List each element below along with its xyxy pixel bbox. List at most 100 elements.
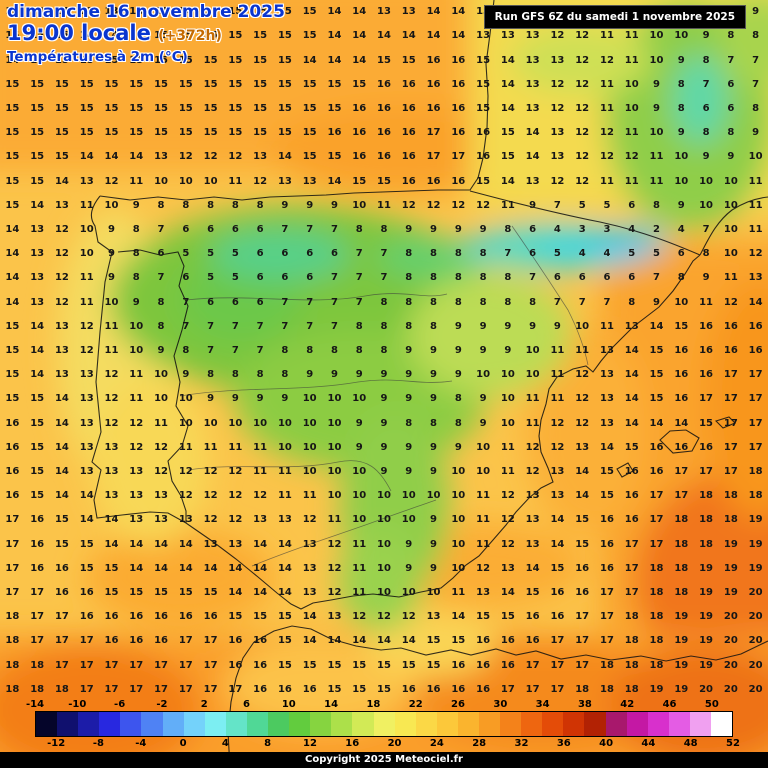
temp-value: 11 [129, 369, 144, 381]
temp-value: 6 [727, 78, 735, 90]
temp-value: 9 [330, 369, 338, 381]
temp-value: 14 [327, 30, 342, 42]
temp-value: 6 [603, 272, 611, 284]
colorbar-segment [584, 712, 606, 736]
colorbar-segment [626, 712, 648, 736]
temp-value: 17 [748, 417, 763, 429]
temp-value: 15 [30, 102, 45, 114]
colorbar-label: -4 [135, 738, 147, 749]
temp-value: 15 [327, 78, 342, 90]
temp-value: 15 [327, 102, 342, 114]
temp-value: 5 [231, 272, 239, 284]
temp-value: 17 [723, 441, 738, 453]
temp-value: 9 [430, 466, 438, 478]
temp-value: 11 [451, 587, 466, 599]
temp-value: 17 [5, 587, 20, 599]
colorbar-label: -14 [25, 699, 45, 710]
temp-value: 14 [54, 466, 69, 478]
temp-value: 5 [653, 248, 660, 260]
temp-value: 19 [674, 635, 689, 647]
temp-value: 15 [154, 127, 168, 139]
temp-value: 10 [327, 393, 342, 405]
temp-value: 13 [203, 538, 218, 550]
temp-value: 18 [674, 562, 689, 574]
temp-value: 12 [748, 248, 763, 260]
temp-value: 15 [228, 78, 243, 90]
temp-value: 7 [653, 272, 660, 284]
temp-value: 17 [723, 417, 738, 429]
temp-value: 15 [5, 320, 20, 332]
temp-value: 15 [5, 344, 20, 356]
temp-value: 11 [550, 393, 565, 405]
temp-value: 16 [253, 659, 268, 671]
temp-value: 17 [426, 151, 441, 163]
rivers [179, 225, 589, 567]
temp-value: 11 [649, 175, 664, 187]
temp-value: 16 [401, 683, 416, 695]
temp-value: 12 [575, 393, 590, 405]
temp-value: 14 [154, 562, 168, 574]
temp-value: 13 [476, 30, 491, 42]
temp-value: 8 [355, 223, 363, 235]
temp-value: 15 [253, 127, 268, 139]
temp-value: 15 [30, 175, 45, 187]
temp-value: 15 [129, 587, 144, 599]
temp-value: 6 [281, 248, 289, 260]
temp-value: 18 [5, 635, 20, 647]
colorbar-label: 42 [620, 699, 635, 710]
temp-value: 13 [54, 320, 69, 332]
temp-value: 10 [377, 514, 391, 526]
temp-value: 15 [426, 635, 441, 647]
temp-value: 16 [327, 127, 342, 139]
temp-value: 15 [277, 635, 292, 647]
temp-value: 15 [79, 538, 94, 550]
temp-value: 8 [752, 30, 760, 42]
temp-value: 13 [154, 514, 168, 526]
temp-value: 17 [674, 490, 689, 502]
temp-value: 9 [231, 393, 239, 405]
temp-value: 11 [600, 78, 614, 90]
temp-value: 11 [178, 441, 193, 453]
temp-value: 10 [302, 417, 317, 429]
temp-value: 5 [553, 248, 561, 260]
temp-value: 17 [600, 611, 614, 623]
temp-value: 16 [426, 54, 441, 66]
temp-value: 16 [451, 78, 466, 90]
temp-value: 17 [550, 683, 565, 695]
temp-value: 11 [575, 344, 590, 356]
temp-value: 16 [228, 659, 243, 671]
temp-value: 14 [104, 151, 119, 163]
temp-value: 18 [600, 683, 614, 695]
temp-value: 17 [674, 466, 689, 478]
temp-value: 14 [352, 54, 367, 66]
temp-value: 15 [129, 78, 144, 90]
menorca-island [714, 416, 736, 429]
temp-value: 13 [600, 344, 614, 356]
river-guadalquivir [251, 499, 437, 567]
temp-value: 6 [256, 296, 264, 308]
temp-value: 15 [302, 127, 317, 139]
temp-value: 14 [451, 611, 466, 623]
temp-value: 15 [377, 54, 391, 66]
temp-value: 9 [405, 562, 413, 574]
temp-value: 18 [699, 538, 714, 550]
temp-value: 15 [5, 30, 20, 42]
map-outlines [90, 0, 768, 768]
colorbar-segment [415, 712, 437, 736]
temp-value: 10 [277, 441, 292, 453]
mallorca-island [659, 429, 700, 454]
temp-value: 18 [649, 611, 664, 623]
temp-value: 2 [653, 223, 660, 235]
temp-value: 11 [748, 175, 763, 187]
temp-value: 16 [426, 175, 441, 187]
temp-value: 7 [529, 272, 537, 284]
temp-value: 14 [525, 562, 540, 574]
temp-value: 15 [302, 78, 317, 90]
colorbar-segment [141, 712, 163, 736]
temp-value: 10 [401, 490, 416, 502]
temp-value: 7 [553, 296, 561, 308]
temp-value: 18 [674, 587, 689, 599]
temp-value: 16 [302, 683, 317, 695]
temp-value: 10 [476, 441, 491, 453]
temp-value: 14 [575, 466, 590, 478]
